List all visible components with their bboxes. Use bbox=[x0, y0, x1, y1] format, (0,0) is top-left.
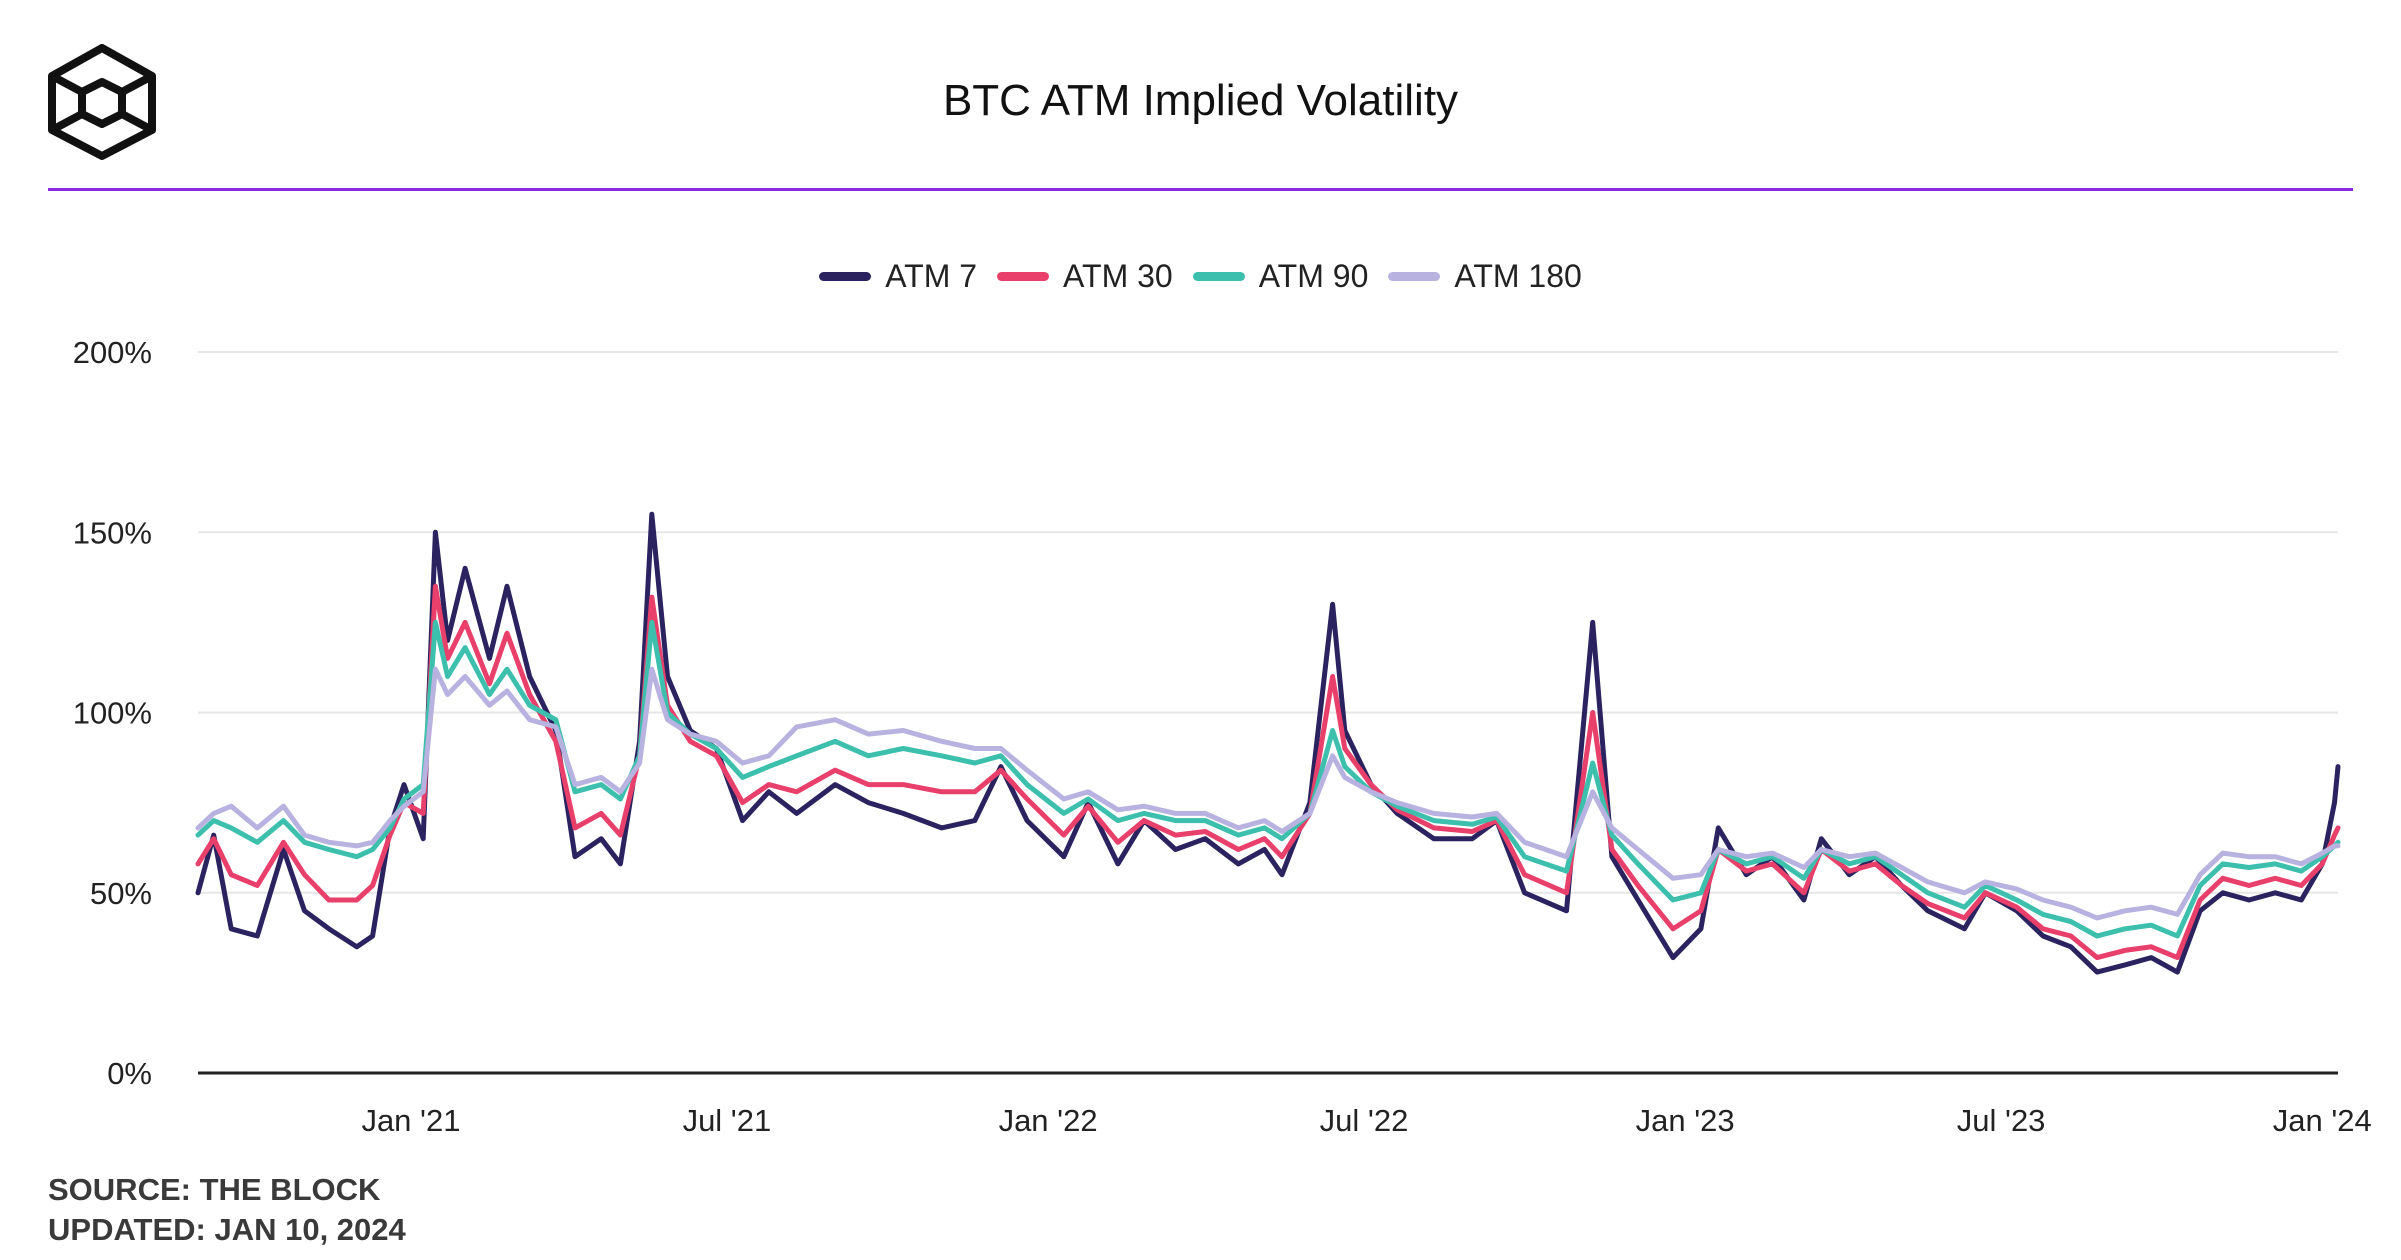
source-note: SOURCE: THE BLOCK UPDATED: JAN 10, 2024 bbox=[48, 1170, 406, 1250]
y-tick-label: 0% bbox=[107, 1056, 152, 1091]
the-block-logo bbox=[48, 44, 156, 160]
x-tick-label: Jan '23 bbox=[1636, 1103, 1735, 1138]
x-tick-label: Jan '24 bbox=[2273, 1103, 2372, 1138]
legend-label-atm180: ATM 180 bbox=[1454, 258, 1582, 294]
x-tick-label: Jan '22 bbox=[999, 1103, 1098, 1138]
x-tick-label: Jul '21 bbox=[683, 1103, 772, 1138]
legend-item-atm30[interactable]: ATM 30 bbox=[997, 258, 1173, 295]
cube-logo-icon bbox=[48, 44, 156, 160]
legend-label-atm7: ATM 7 bbox=[885, 258, 978, 294]
updated-label: UPDATED: JAN 10, 2024 bbox=[48, 1212, 406, 1247]
chart-title: BTC ATM Implied Volatility bbox=[942, 76, 1459, 125]
y-tick-label: 100% bbox=[73, 696, 152, 731]
x-tick-label: Jul '23 bbox=[1957, 1103, 2046, 1138]
series-line-atm30 bbox=[195, 583, 2341, 961]
legend-label-atm30: ATM 30 bbox=[1063, 258, 1173, 294]
source-label: SOURCE: THE BLOCK bbox=[48, 1172, 381, 1207]
y-tick-label: 150% bbox=[73, 515, 152, 550]
x-tick-label: Jul '22 bbox=[1320, 1103, 1409, 1138]
legend-item-atm7[interactable]: ATM 7 bbox=[819, 258, 977, 295]
legend-swatch-atm30 bbox=[997, 272, 1050, 281]
header-divider bbox=[48, 188, 2353, 191]
legend-swatch-atm90 bbox=[1192, 272, 1245, 281]
series-line-atm7 bbox=[195, 511, 2341, 975]
legend-item-atm90[interactable]: ATM 90 bbox=[1192, 258, 1369, 295]
x-tick-label: Jan '21 bbox=[361, 1103, 460, 1138]
y-tick-label: 50% bbox=[90, 876, 152, 911]
y-tick-label: 200% bbox=[73, 335, 152, 370]
chart-legend: ATM 7 ATM 30 ATM 90 ATM 180 bbox=[0, 258, 2401, 295]
series-line-atm90 bbox=[195, 619, 2341, 939]
legend-item-atm180[interactable]: ATM 180 bbox=[1388, 258, 1582, 295]
legend-swatch-atm7 bbox=[819, 272, 872, 281]
legend-swatch-atm180 bbox=[1388, 272, 1441, 281]
legend-label-atm90: ATM 90 bbox=[1258, 258, 1369, 294]
series-line-atm180 bbox=[195, 666, 2341, 921]
